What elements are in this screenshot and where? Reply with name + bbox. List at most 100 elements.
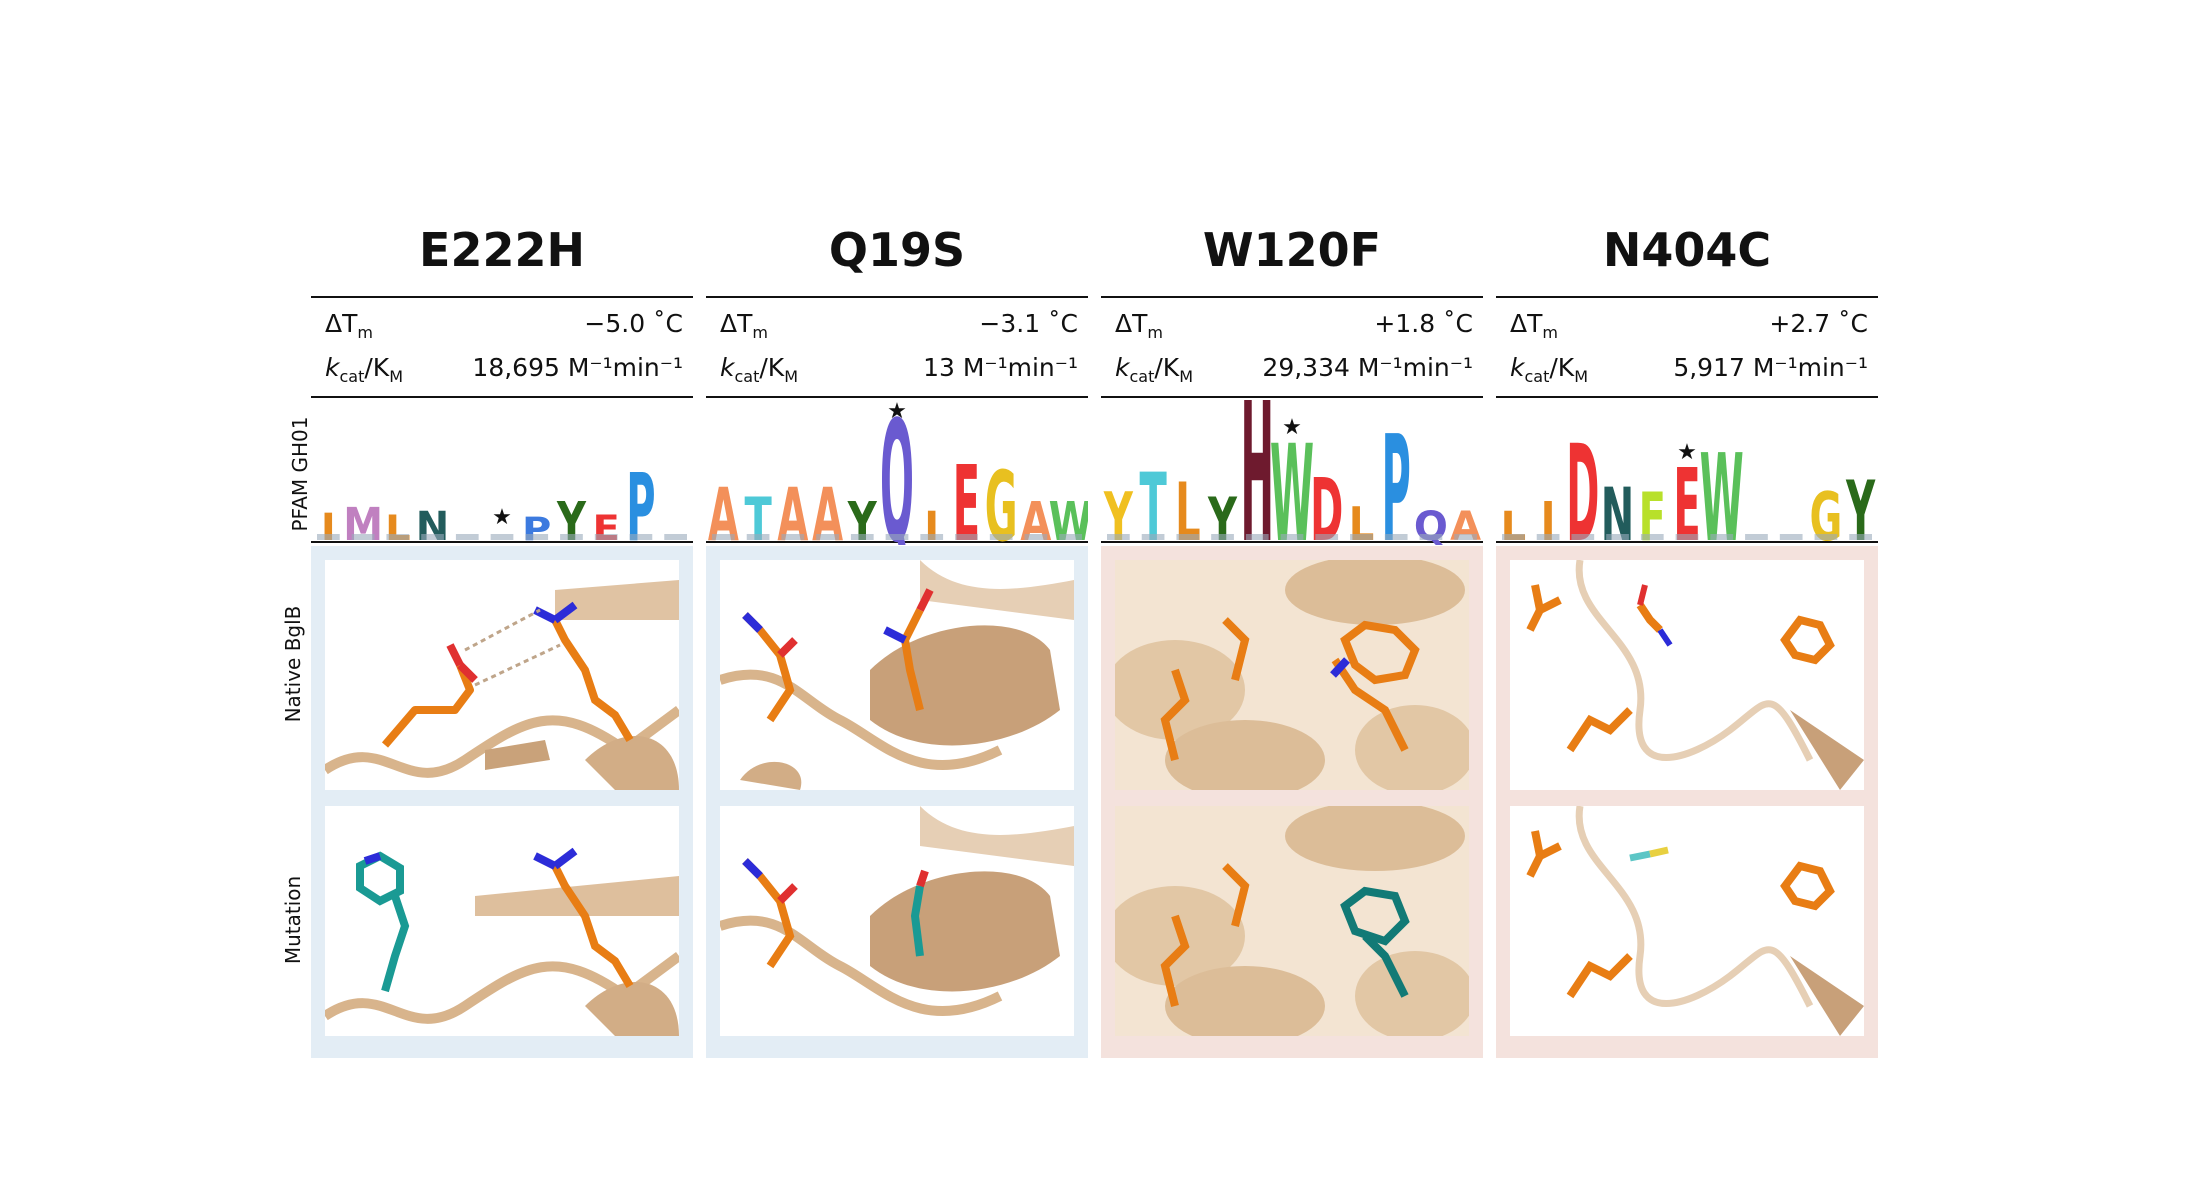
logo-minor-stack bbox=[989, 534, 1013, 540]
logo-minor-stack bbox=[1245, 534, 1269, 540]
dtm-value: −5.0 ˚C bbox=[584, 309, 683, 338]
divider bbox=[311, 396, 693, 398]
structure-panel bbox=[311, 546, 693, 1058]
kcat-row: kcat/KM 5,917 M⁻¹min⁻¹ bbox=[1510, 348, 1868, 388]
logo-minor-stack bbox=[1280, 534, 1304, 540]
dtm-row: ΔTm −5.0 ˚C bbox=[325, 304, 683, 344]
logo-letter: E bbox=[953, 444, 980, 545]
kcat-label: kcat/KM bbox=[1115, 353, 1193, 386]
logo-minor-stack bbox=[1779, 534, 1803, 540]
logo-minor-stack bbox=[1419, 534, 1443, 540]
logo-minor-stack bbox=[920, 534, 944, 540]
mutant-structure-image bbox=[1510, 806, 1864, 1036]
logo-minor-stack bbox=[955, 534, 978, 540]
logo-minor-stack bbox=[421, 534, 444, 540]
logo-minor-stack bbox=[1315, 534, 1339, 540]
logo-minor-stack bbox=[1107, 534, 1130, 540]
mutant-structure-image bbox=[720, 806, 1074, 1036]
logo-minor-stack bbox=[490, 534, 514, 540]
dtm-row: ΔTm +2.7 ˚C bbox=[1510, 304, 1868, 344]
logo-minor-stack bbox=[1350, 534, 1373, 540]
logo-minor-stack bbox=[1606, 534, 1629, 540]
logo-letter: W bbox=[1700, 430, 1744, 545]
kcat-label: kcat/KM bbox=[1510, 353, 1588, 386]
dtm-label: ΔTm bbox=[1115, 309, 1163, 342]
divider bbox=[706, 296, 1088, 298]
row-label-logo: PFAM GH01 bbox=[288, 416, 312, 532]
logo-minor-stack bbox=[560, 534, 583, 540]
logo-minor-stack bbox=[1141, 534, 1165, 540]
logo-letter: P bbox=[1382, 405, 1411, 545]
dtm-value: −3.1 ˚C bbox=[979, 309, 1078, 338]
kcat-row: kcat/KM 29,334 M⁻¹min⁻¹ bbox=[1115, 348, 1473, 388]
native-structure-image bbox=[720, 560, 1074, 790]
kcat-label: kcat/KM bbox=[720, 353, 798, 386]
divider bbox=[1101, 296, 1483, 298]
kcat-value: 5,917 M⁻¹min⁻¹ bbox=[1673, 353, 1868, 382]
mutant-column-w120f: W120F ΔTm +1.8 ˚C kcat/KM 29,334 M⁻¹min⁻… bbox=[1101, 220, 1483, 1060]
logo-minor-stack bbox=[1024, 534, 1048, 540]
sequence-logo: Y T L Y HW★D L P Q A bbox=[1101, 400, 1483, 545]
divider bbox=[311, 296, 693, 298]
conserved-star: ★ bbox=[492, 505, 512, 530]
logo-minor-stack bbox=[746, 534, 770, 540]
structure-panel bbox=[1101, 546, 1483, 1058]
logo-minor-stack bbox=[1675, 534, 1699, 540]
logo-letter: G bbox=[985, 453, 1018, 545]
logo-letter: A bbox=[708, 472, 739, 545]
logo-letter: E bbox=[1673, 447, 1700, 545]
sequence-logo: L I D N F E★ W G Y bbox=[1496, 418, 1878, 545]
logo-letter: G bbox=[1809, 478, 1842, 545]
dtm-value: +2.7 ˚C bbox=[1769, 309, 1868, 338]
dtm-label: ΔTm bbox=[720, 309, 768, 342]
logo-minor-stack bbox=[1814, 534, 1838, 540]
mutant-title: Q19S bbox=[828, 223, 966, 277]
logo-minor-stack bbox=[885, 534, 909, 540]
logo-letter: D bbox=[1566, 418, 1599, 545]
logo-minor-stack bbox=[594, 534, 618, 540]
mutant-title: W120F bbox=[1202, 223, 1382, 277]
logo-letter: H bbox=[1241, 400, 1274, 545]
divider bbox=[1496, 396, 1878, 398]
logo-minor-stack bbox=[850, 534, 874, 540]
logo-minor-stack bbox=[1211, 534, 1234, 540]
conserved-star: ★ bbox=[1282, 415, 1302, 440]
native-structure-image bbox=[1510, 560, 1864, 790]
kcat-row: kcat/KM 13 M⁻¹min⁻¹ bbox=[720, 348, 1078, 388]
conserved-star: ★ bbox=[1677, 440, 1697, 465]
logo-minor-stack bbox=[525, 534, 549, 540]
logo-letter: Y bbox=[1846, 465, 1876, 545]
dtm-label: ΔTm bbox=[325, 309, 373, 342]
logo-minor-stack bbox=[1502, 534, 1525, 540]
logo-letter: N bbox=[1601, 472, 1634, 545]
logo-minor-stack bbox=[1710, 534, 1734, 540]
mutant-title: N404C bbox=[1602, 223, 1772, 277]
logo-minor-stack bbox=[781, 534, 805, 540]
logo-minor-stack bbox=[664, 534, 687, 540]
logo-letter: A bbox=[812, 472, 843, 545]
native-structure-image bbox=[1115, 560, 1469, 790]
logo-minor-stack bbox=[386, 534, 410, 540]
logo-minor-stack bbox=[1176, 534, 1200, 540]
mutant-column-e222h: E222H ΔTm −5.0 ˚C kcat/KM 18,695 M⁻¹min⁻… bbox=[311, 220, 693, 1060]
logo-letter: I bbox=[1541, 491, 1556, 545]
mutant-title: E222H bbox=[419, 223, 585, 277]
conserved-star: ★ bbox=[887, 400, 907, 424]
mutant-structure-image bbox=[1115, 806, 1469, 1036]
logo-minor-stack bbox=[1745, 534, 1768, 540]
kcat-label: kcat/KM bbox=[325, 353, 403, 386]
kcat-value: 18,695 M⁻¹min⁻¹ bbox=[472, 353, 683, 382]
logo-minor-stack bbox=[1384, 534, 1408, 540]
dtm-value: +1.8 ˚C bbox=[1374, 309, 1473, 338]
logo-minor-stack bbox=[712, 534, 735, 540]
logo-minor-stack bbox=[1571, 534, 1595, 540]
logo-minor-stack bbox=[816, 534, 839, 540]
logo-letter: T bbox=[1139, 453, 1166, 545]
kcat-value: 13 M⁻¹min⁻¹ bbox=[923, 353, 1078, 382]
row-label-native: Native BglB bbox=[281, 605, 305, 723]
logo-letter: P bbox=[626, 453, 655, 545]
kcat-value: 29,334 M⁻¹min⁻¹ bbox=[1262, 353, 1473, 382]
divider bbox=[1496, 296, 1878, 298]
